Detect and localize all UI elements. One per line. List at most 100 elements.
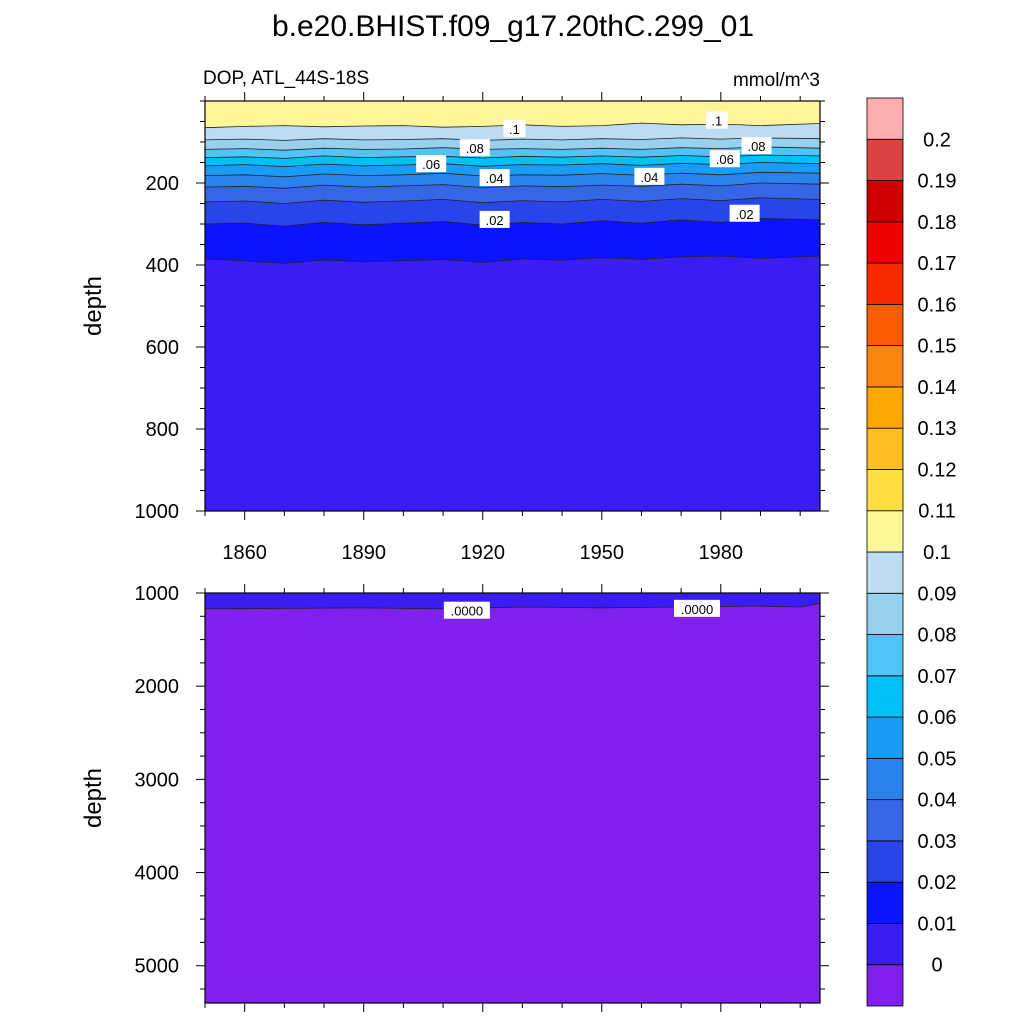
contour-label-box <box>459 139 490 157</box>
colorbar-label: 0.08 <box>918 625 957 647</box>
contour-label: .02 <box>486 213 504 228</box>
contour-label-box <box>443 601 490 619</box>
contour-label: .0000 <box>681 602 714 617</box>
contour-line <box>204 122 821 129</box>
y-tick-label: 200 <box>146 173 179 195</box>
colorbar-swatch <box>866 97 904 140</box>
x-tick-label: 1860 <box>222 542 267 564</box>
colorbar-swatch <box>866 551 904 594</box>
contour-label: .04 <box>640 170 658 185</box>
contour-label-box <box>741 137 772 155</box>
colorbar-label: 0.2 <box>923 129 951 151</box>
colorbar-swatch <box>866 675 904 718</box>
colorbar-label: 0 <box>931 955 942 977</box>
contour-line <box>204 137 821 141</box>
colorbar-swatch <box>866 881 904 924</box>
y-axis-label: depth <box>80 768 107 828</box>
colorbar-swatch <box>866 799 904 842</box>
colorbar-swatch <box>866 180 904 223</box>
contour-label-box <box>709 150 740 168</box>
x-tick-label: 1920 <box>460 542 505 564</box>
colorbar-label: 0.16 <box>918 294 957 316</box>
contour-label: .08 <box>747 139 765 154</box>
x-tick-label: 1950 <box>580 542 625 564</box>
colorbar-swatch <box>866 221 904 264</box>
contour-label-box <box>674 599 720 617</box>
chart-title: b.e20.BHIST.f09_g17.20thC.299_01 <box>272 10 754 43</box>
y-tick-label: 1000 <box>135 583 180 605</box>
colorbar-swatch <box>866 757 904 801</box>
contour-line <box>204 154 821 159</box>
colorbar-swatch <box>866 386 904 429</box>
colorbar-label: 0.11 <box>918 501 955 523</box>
contour-line <box>204 182 821 189</box>
contour-label: .1 <box>509 122 520 137</box>
y-tick-label: 5000 <box>135 956 180 978</box>
colorbar-swatch <box>866 634 904 677</box>
colorbar-label: 0.04 <box>918 790 957 812</box>
colorbar: 0 0.01 0.02 0.03 0.04 0.05 0.06 0.07 0.08 0.09 0.1… <box>866 97 957 1007</box>
y-tick-label: 600 <box>146 337 179 359</box>
colorbar-swatch <box>866 345 904 388</box>
contour-label: .08 <box>466 141 484 156</box>
colorbar-swatch <box>866 510 904 553</box>
contour-label: .04 <box>486 171 504 186</box>
contour-label: .1 <box>711 114 722 129</box>
colorbar-label: 0.06 <box>918 707 957 729</box>
contour-line <box>204 146 821 151</box>
colorbar-label: 0.05 <box>918 748 957 770</box>
contour-band <box>205 593 820 609</box>
contour-line <box>204 197 821 204</box>
contour-line <box>204 602 821 610</box>
colorbar-label: 0.1 <box>923 542 951 564</box>
colorbar-swatch <box>866 592 904 635</box>
contour-label-box <box>705 111 728 129</box>
colorbar-swatch <box>866 716 904 759</box>
colorbar-label: 0.09 <box>918 583 957 605</box>
x-tick-label: 1890 <box>341 542 386 564</box>
contour-line <box>204 255 821 264</box>
colorbar-swatch <box>866 427 904 470</box>
colorbar-label: 0.02 <box>918 872 957 894</box>
bottom-depth-panel: .0000 .0000 1000 2000 3000 4000 5000 depth <box>80 583 829 1012</box>
colorbar-label: 0.01 <box>918 913 957 935</box>
y-tick-label: 2000 <box>135 676 180 698</box>
chart-subtitle-right: mmol/m^3 <box>733 70 820 91</box>
colorbar-label: 0.18 <box>918 212 957 234</box>
contour-label: .06 <box>422 157 440 172</box>
chart-subtitle-left: DOP, ATL_44S-18S <box>203 68 369 89</box>
contour-label-box <box>416 155 447 173</box>
y-axis-label: depth <box>80 276 107 336</box>
y-tick-label: 4000 <box>135 863 180 885</box>
y-tick-label: 400 <box>146 255 179 277</box>
colorbar-swatch <box>866 138 904 181</box>
colorbar-label: 0.03 <box>918 831 957 853</box>
contour-line <box>204 162 821 168</box>
contour-label-box <box>634 167 665 185</box>
contour-label-box <box>729 204 760 222</box>
contour-label: .0000 <box>451 604 484 619</box>
colorbar-swatch <box>866 923 904 966</box>
colorbar-swatch <box>866 303 904 347</box>
top-depth-panel: .1 .1 .08 .08 .06 .06 .04 .04 .02 .02 1860 1890 1920… <box>80 92 829 564</box>
colorbar-swatch <box>866 840 904 883</box>
colorbar-swatch <box>866 964 904 1007</box>
y-tick-label: 1000 <box>135 501 180 523</box>
colorbar-label: 0.14 <box>918 377 957 399</box>
colorbar-label: 0.17 <box>918 253 957 275</box>
contour-label-box <box>479 169 510 187</box>
contour-band <box>205 101 820 128</box>
y-tick-label: 800 <box>146 419 179 441</box>
colorbar-label: 0.19 <box>918 171 957 193</box>
contour-label: .02 <box>736 207 754 222</box>
colorbar-swatch <box>866 262 904 305</box>
colorbar-label: 0.15 <box>918 336 957 358</box>
x-tick-label: 1980 <box>699 542 744 564</box>
colorbar-label: 0.07 <box>918 666 957 688</box>
y-tick-label: 3000 <box>135 769 180 791</box>
contour-band-background <box>205 593 820 1003</box>
contour-label-box <box>503 119 526 137</box>
colorbar-label: 0.13 <box>918 418 957 440</box>
colorbar-label: 0.12 <box>918 459 957 481</box>
